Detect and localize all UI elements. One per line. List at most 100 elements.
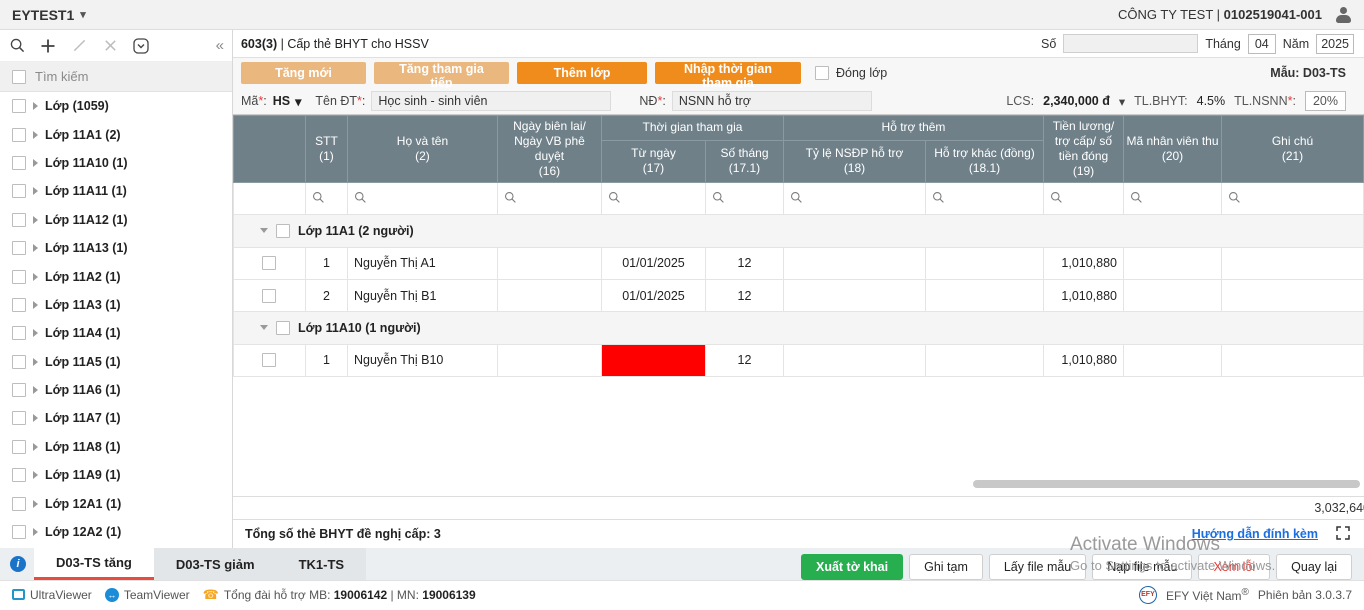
sidebar-item-12[interactable]: Lớp 11A8 (1)	[0, 433, 232, 461]
chevron-right-icon[interactable]	[33, 272, 38, 281]
group-cell[interactable]: Lớp 11A1 (2 người)	[232, 214, 1364, 248]
tab-0[interactable]: D03-TS tăng	[34, 548, 154, 580]
cell-ma-nhan-vien-thu[interactable]	[1123, 246, 1222, 280]
ten-dt-input[interactable]: Học sinh - sinh viên	[371, 91, 612, 111]
cell-hoten[interactable]: Nguyễn Thị B10	[346, 343, 498, 378]
cell-ma-nhan-vien-thu[interactable]	[1123, 343, 1222, 378]
tree-item-checkbox[interactable]	[12, 241, 26, 256]
tang-tham-gia-tiep-button[interactable]: Tăng tham gia tiếp	[373, 62, 509, 90]
them-lop-button[interactable]: Thêm lớp	[516, 62, 647, 84]
thang-input[interactable]: 04	[1247, 33, 1276, 54]
cell-tien-luong[interactable]: 1,010,880	[1043, 246, 1124, 280]
workspace-selector[interactable]: EYTEST1 ▾	[12, 7, 86, 23]
tree-item-checkbox[interactable]	[12, 184, 26, 199]
tab-2[interactable]: TK1-TS	[276, 548, 367, 580]
tree-item-checkbox[interactable]	[12, 212, 26, 227]
cell-ngay-bien-lai[interactable]	[496, 246, 602, 280]
plus-icon[interactable]	[39, 37, 57, 55]
chevron-right-icon[interactable]	[33, 329, 38, 338]
cell-ngay-bien-lai[interactable]	[496, 343, 602, 378]
chevron-right-icon[interactable]	[33, 471, 38, 480]
nhap-thoi-gian-tham-gia-button[interactable]: Nhập thời gian tham gia	[654, 62, 801, 90]
sidebar-search[interactable]: Tìm kiếm	[0, 62, 232, 92]
collapse-sidebar-icon[interactable]: «	[215, 37, 224, 54]
group-checkbox[interactable]	[275, 223, 290, 238]
cell-tu-ngay[interactable]: 01/01/2025	[600, 246, 706, 280]
sidebar-item-9[interactable]: Lớp 11A5 (1)	[0, 348, 232, 376]
tree-item-checkbox[interactable]	[12, 269, 26, 284]
nap-file-mau-button[interactable]: Nạp file mẫu	[1092, 554, 1193, 580]
tree-item-checkbox[interactable]	[12, 127, 26, 142]
group-cell[interactable]: Lớp 11A10 (1 người)	[232, 311, 1364, 345]
dong-lop-checkbox-group[interactable]: Đóng lớp	[814, 66, 887, 80]
cell-hoten[interactable]: Nguyễn Thị B1	[346, 278, 498, 313]
table-row[interactable]: 1 Nguyễn Thị B10 12 1,010,880	[232, 343, 1364, 378]
lcs-dropdown-icon[interactable]: ▾	[1118, 94, 1126, 109]
filter-cell-3[interactable]	[600, 181, 706, 216]
group-row[interactable]: Lớp 11A10 (1 người)	[232, 311, 1364, 345]
sidebar-item-5[interactable]: Lớp 11A13 (1)	[0, 234, 232, 262]
chevron-down-circle-icon[interactable]	[132, 37, 150, 55]
huong-dan-dinh-kem-link[interactable]: Hướng dẫn đính kèm	[1191, 527, 1318, 541]
so-input[interactable]	[1063, 34, 1199, 53]
sidebar-item-2[interactable]: Lớp 11A10 (1)	[0, 149, 232, 177]
tang-moi-button[interactable]: Tăng mới	[240, 62, 366, 84]
cell-so-thang[interactable]: 12	[704, 246, 784, 280]
sidebar-item-8[interactable]: Lớp 11A4 (1)	[0, 319, 232, 347]
cell-ma-nhan-vien-thu[interactable]	[1123, 278, 1222, 313]
cell-ghi-chu[interactable]	[1221, 246, 1364, 280]
sidebar-item-15[interactable]: Lớp 12A2 (1)	[0, 518, 232, 546]
filter-cell-1[interactable]	[346, 181, 498, 216]
filter-cell-2[interactable]	[496, 181, 602, 216]
tab-1[interactable]: D03-TS giảm	[153, 548, 277, 580]
cell-hoten[interactable]: Nguyễn Thị A1	[346, 246, 498, 280]
tree-item-checkbox[interactable]	[12, 439, 26, 454]
cell-tu-ngay[interactable]	[600, 343, 706, 378]
cell-ty-le-nsdp[interactable]	[782, 278, 926, 313]
chevron-right-icon[interactable]	[33, 215, 38, 224]
chevron-right-icon[interactable]	[33, 528, 38, 537]
cell-tien-luong[interactable]: 1,010,880	[1043, 278, 1124, 313]
nam-input[interactable]: 2025	[1316, 33, 1354, 54]
chevron-right-icon[interactable]	[33, 244, 38, 253]
filter-cell-4[interactable]	[704, 181, 784, 216]
tree-item-checkbox[interactable]	[12, 525, 26, 540]
row-checkbox[interactable]	[262, 256, 277, 271]
expand-icon[interactable]	[1336, 525, 1350, 543]
ghi-tam-button[interactable]: Ghi tạm	[909, 554, 983, 580]
cell-so-thang[interactable]: 12	[704, 343, 784, 378]
tree-item-checkbox[interactable]	[12, 383, 26, 398]
cell-ghi-chu[interactable]	[1221, 278, 1364, 313]
cell-ghi-chu[interactable]	[1221, 343, 1364, 378]
chevron-right-icon[interactable]	[33, 386, 38, 395]
sidebar-item-14[interactable]: Lớp 12A1 (1)	[0, 489, 232, 517]
chevron-right-icon[interactable]	[33, 187, 38, 196]
cell-ho-tro-khac[interactable]	[924, 343, 1045, 378]
quay-lai-button[interactable]: Quay lại	[1276, 554, 1352, 580]
chevron-right-icon[interactable]	[33, 357, 38, 366]
group-checkbox[interactable]	[275, 320, 290, 335]
tree-item-checkbox[interactable]	[12, 326, 26, 341]
filter-cell-0[interactable]	[304, 181, 348, 216]
row-select-cell[interactable]	[232, 278, 306, 313]
filter-cell-6[interactable]	[924, 181, 1045, 216]
row-select-cell[interactable]	[232, 343, 306, 378]
filter-cell-8[interactable]	[1123, 181, 1222, 216]
tree-item-checkbox[interactable]	[12, 99, 26, 114]
sidebar-item-4[interactable]: Lớp 11A12 (1)	[0, 206, 232, 234]
chevron-down-icon[interactable]	[259, 325, 268, 331]
sidebar-item-0[interactable]: Lớp (1059)	[0, 92, 232, 120]
sidebar-item-10[interactable]: Lớp 11A6 (1)	[0, 376, 232, 404]
chevron-right-icon[interactable]	[33, 442, 38, 451]
cell-ho-tro-khac[interactable]	[924, 246, 1045, 280]
tree-item-checkbox[interactable]	[12, 411, 26, 426]
pencil-icon[interactable]	[70, 37, 88, 55]
sidebar-item-7[interactable]: Lớp 11A3 (1)	[0, 291, 232, 319]
sidebar-item-1[interactable]: Lớp 11A1 (2)	[0, 120, 232, 148]
chevron-right-icon[interactable]	[33, 300, 38, 309]
cell-ty-le-nsdp[interactable]	[782, 246, 926, 280]
tree-item-checkbox[interactable]	[12, 468, 26, 483]
chevron-right-icon[interactable]	[33, 158, 38, 167]
xem-loi-button[interactable]: Xem lỗi	[1198, 554, 1271, 580]
tree-item-checkbox[interactable]	[12, 155, 26, 170]
